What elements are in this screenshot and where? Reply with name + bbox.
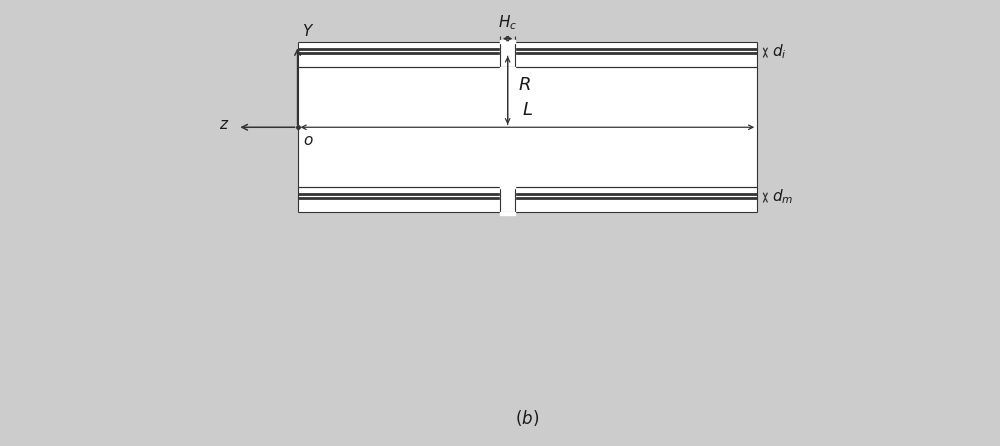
Text: $o$: $o$ <box>303 134 314 148</box>
Text: $d_i$: $d_i$ <box>772 42 786 61</box>
Text: $H_c$: $H_c$ <box>498 13 517 32</box>
Bar <box>298 42 757 67</box>
Text: $d_m$: $d_m$ <box>772 187 793 206</box>
Bar <box>298 42 757 212</box>
Text: $L$: $L$ <box>522 101 533 119</box>
Bar <box>298 187 757 212</box>
Text: $Y$: $Y$ <box>302 23 314 39</box>
Text: $z$: $z$ <box>219 118 229 132</box>
Text: $R$: $R$ <box>518 76 530 94</box>
Text: $(b)$: $(b)$ <box>515 408 539 428</box>
Bar <box>298 67 757 187</box>
